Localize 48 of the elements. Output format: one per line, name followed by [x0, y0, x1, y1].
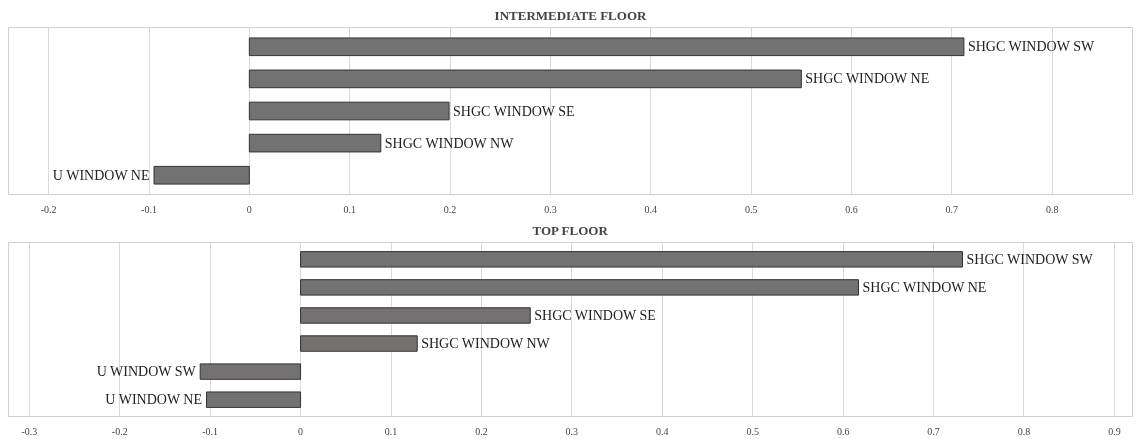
y-tick-label: U WINDOW NE: [105, 392, 203, 408]
bar: [199, 363, 302, 380]
y-tick-label: SHGC WINDOW SE: [534, 307, 656, 323]
bar: [300, 251, 963, 268]
x-tick-label: 0.1: [343, 203, 356, 215]
bar: [300, 307, 531, 324]
x-tick-label: 0.4: [656, 425, 669, 437]
y-tick-label: SHGC WINDOW SW: [967, 39, 1095, 55]
x-tick-label: 0.3: [544, 203, 557, 215]
bar: [248, 37, 965, 57]
bar: [300, 279, 860, 296]
y-tick-label: SHGC WINDOW SE: [453, 103, 575, 119]
x-tick-label: 0.5: [746, 425, 759, 437]
y-tick-label: U WINDOW SW: [96, 364, 197, 380]
x-tick-label: 0.7: [927, 425, 940, 437]
bar: [248, 69, 802, 89]
x-tick-label: 0.1: [384, 425, 398, 437]
bar: [300, 335, 418, 352]
bar: [206, 391, 302, 408]
x-tick-label: 0.5: [744, 203, 758, 215]
x-tick-label: 0: [246, 203, 252, 215]
x-tick-label: 0.6: [845, 203, 858, 215]
x-tick-label: 0.6: [836, 425, 850, 437]
x-tick-label: 0.7: [945, 203, 959, 215]
x-tick-label: 0.8: [1045, 203, 1059, 215]
chart-title: TOP FLOOR: [532, 222, 609, 238]
x-tick-label: 0.8: [1017, 425, 1031, 437]
x-tick-label: -0.1: [141, 203, 157, 215]
x-tick-label: 0.3: [565, 425, 579, 437]
y-tick-label: SHGC WINDOW NE: [862, 279, 987, 295]
bar: [153, 165, 250, 185]
x-tick-label: 0: [298, 425, 304, 437]
x-tick-label: -0.2: [40, 203, 57, 215]
x-tick-label: 0.2: [475, 425, 488, 437]
x-tick-label: -0.3: [21, 425, 38, 437]
x-tick-label: 0.2: [443, 203, 457, 215]
x-tick-label: 0.4: [644, 203, 658, 215]
x-tick-label: -0.2: [111, 425, 128, 437]
y-tick-label: SHGC WINDOW NW: [384, 135, 515, 151]
chart-title: INTERMEDIATE FLOOR: [494, 7, 648, 23]
bar: [248, 133, 382, 153]
y-tick-label: SHGC WINDOW SW: [966, 251, 1094, 267]
y-tick-label: SHGC WINDOW NW: [421, 336, 551, 352]
x-tick-label: -0.1: [202, 425, 219, 437]
bar: [248, 101, 450, 121]
x-tick-label: 0.9: [1108, 425, 1121, 437]
y-tick-label: SHGC WINDOW NE: [805, 71, 930, 87]
y-tick-label: U WINDOW NE: [52, 167, 150, 183]
